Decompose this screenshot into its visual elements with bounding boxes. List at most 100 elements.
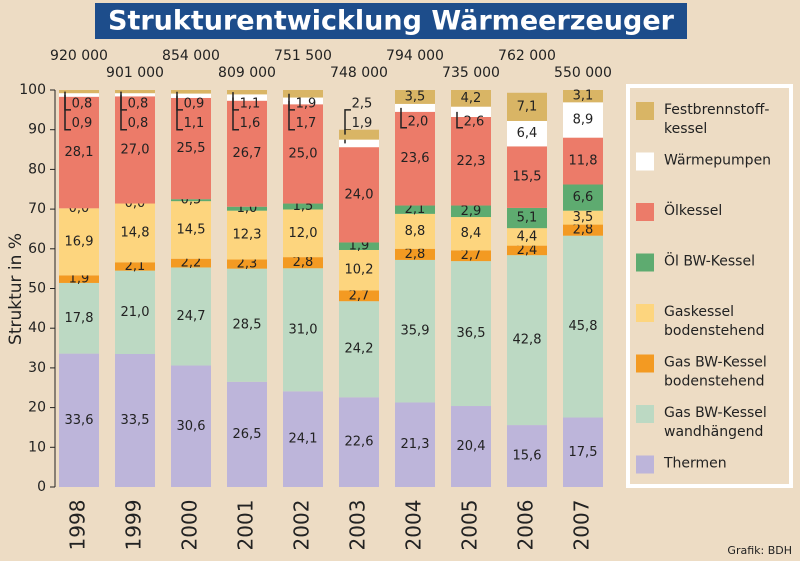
bar-segment bbox=[563, 90, 603, 103]
value-label: 8,4 bbox=[461, 226, 482, 241]
bar-segment bbox=[115, 262, 155, 271]
x-tick-label: 1999 bbox=[122, 500, 146, 551]
value-label: 22,3 bbox=[457, 154, 486, 169]
value-label: 23,6 bbox=[401, 151, 430, 166]
value-label: 27,0 bbox=[121, 142, 150, 157]
x-tick-label: 2004 bbox=[402, 500, 426, 551]
value-label: 1,9 bbox=[349, 239, 370, 254]
leader-line bbox=[120, 91, 127, 111]
bar-segment bbox=[563, 235, 603, 418]
value-label: 3,1 bbox=[573, 89, 594, 104]
value-label: 11,8 bbox=[569, 154, 598, 169]
value-label: 15,5 bbox=[513, 170, 542, 185]
value-label: 3,5 bbox=[573, 210, 594, 225]
total-label: 748 000 bbox=[330, 65, 388, 81]
value-label: 8,8 bbox=[405, 224, 426, 239]
bar-segment bbox=[451, 90, 491, 107]
bar-segment bbox=[507, 207, 547, 229]
value-label: 16,9 bbox=[65, 234, 94, 249]
y-tick-label: 10 bbox=[28, 439, 46, 455]
bar-segment bbox=[115, 203, 155, 263]
bar-segment bbox=[227, 210, 267, 260]
value-label: 17,8 bbox=[65, 311, 94, 326]
x-tick-label: 2007 bbox=[570, 500, 594, 551]
bar-segment bbox=[59, 275, 99, 283]
value-label: 0,8 bbox=[128, 116, 149, 131]
value-label: 33,5 bbox=[121, 413, 150, 428]
bar-segment bbox=[115, 270, 155, 355]
value-label: 12,3 bbox=[233, 228, 262, 243]
legend-swatch bbox=[636, 354, 654, 373]
value-label: 30,6 bbox=[177, 419, 206, 434]
bar-segment bbox=[339, 242, 379, 250]
total-label: 751 500 bbox=[274, 48, 332, 64]
value-label: 2,8 bbox=[573, 223, 594, 238]
bar-segment bbox=[451, 106, 491, 117]
value-label: 2,0 bbox=[408, 114, 429, 129]
bar-segment bbox=[339, 147, 379, 243]
bar-segment bbox=[563, 210, 603, 225]
bar-segment bbox=[395, 205, 435, 214]
leader-line bbox=[288, 93, 295, 111]
bar-segment bbox=[395, 402, 435, 487]
bar-segment bbox=[339, 249, 379, 291]
bar-segment bbox=[283, 203, 323, 210]
x-tick-label: 2005 bbox=[458, 500, 482, 551]
bar-segment bbox=[507, 146, 547, 208]
value-label: 0,9 bbox=[72, 116, 93, 131]
value-label: 2,5 bbox=[352, 96, 373, 111]
total-label: 735 000 bbox=[442, 65, 500, 81]
value-label: 25,5 bbox=[177, 141, 206, 156]
value-label: 35,9 bbox=[401, 324, 430, 339]
value-label: 2,7 bbox=[349, 288, 370, 303]
value-label: 20,4 bbox=[457, 439, 486, 454]
bar-segment bbox=[395, 213, 435, 249]
bar-segment bbox=[283, 268, 323, 392]
value-label: 1,7 bbox=[296, 116, 317, 131]
bar-segment bbox=[451, 217, 491, 251]
legend-label: Gaskessel bodenstehend bbox=[664, 304, 764, 339]
value-label: 17,5 bbox=[569, 445, 598, 460]
leader-line bbox=[64, 91, 71, 111]
bar-segment bbox=[507, 245, 547, 256]
value-label: 12,0 bbox=[289, 226, 318, 241]
bar-segment bbox=[395, 90, 435, 104]
legend-label: Gas BW-Kessel wandhängend bbox=[664, 405, 767, 440]
bar-segment bbox=[507, 425, 547, 487]
legend-swatch bbox=[636, 304, 654, 322]
title-banner bbox=[95, 3, 687, 39]
bar-segment bbox=[283, 209, 323, 258]
value-label: 2,7 bbox=[461, 248, 482, 263]
y-tick-label: 70 bbox=[28, 201, 46, 217]
y-tick-label: 20 bbox=[28, 400, 46, 416]
value-label: 33,6 bbox=[65, 413, 94, 428]
bar-segment bbox=[507, 92, 547, 121]
bar-segment bbox=[115, 90, 155, 94]
value-label: 14,8 bbox=[121, 225, 150, 240]
legend-swatch bbox=[636, 203, 654, 221]
bar-segment bbox=[227, 268, 267, 382]
x-tick-label: 2006 bbox=[514, 500, 538, 551]
value-label: 15,6 bbox=[513, 449, 542, 464]
value-label: 0,9 bbox=[184, 96, 205, 111]
total-label: 920 000 bbox=[50, 48, 108, 64]
value-label: 21,3 bbox=[401, 437, 430, 452]
bar-segment bbox=[227, 90, 267, 95]
bar-segment bbox=[171, 93, 211, 98]
value-label: 24,0 bbox=[345, 187, 374, 202]
value-label: 1,6 bbox=[240, 116, 261, 131]
legend-swatch bbox=[636, 253, 654, 272]
bar-segment bbox=[227, 259, 267, 269]
total-label: 901 000 bbox=[106, 65, 164, 81]
legend-swatch bbox=[636, 455, 654, 474]
total-label: 762 000 bbox=[498, 48, 556, 64]
value-label: 36,5 bbox=[457, 326, 486, 341]
total-label: 854 000 bbox=[162, 48, 220, 64]
y-tick-label: 0 bbox=[37, 479, 46, 495]
legend-label: Wärmepumpen bbox=[664, 153, 771, 169]
bar-segment bbox=[451, 205, 491, 218]
value-label: 24,1 bbox=[289, 432, 318, 447]
total-label: 794 000 bbox=[386, 48, 444, 64]
value-label: 4,4 bbox=[517, 229, 538, 244]
value-label: 21,0 bbox=[121, 305, 150, 320]
